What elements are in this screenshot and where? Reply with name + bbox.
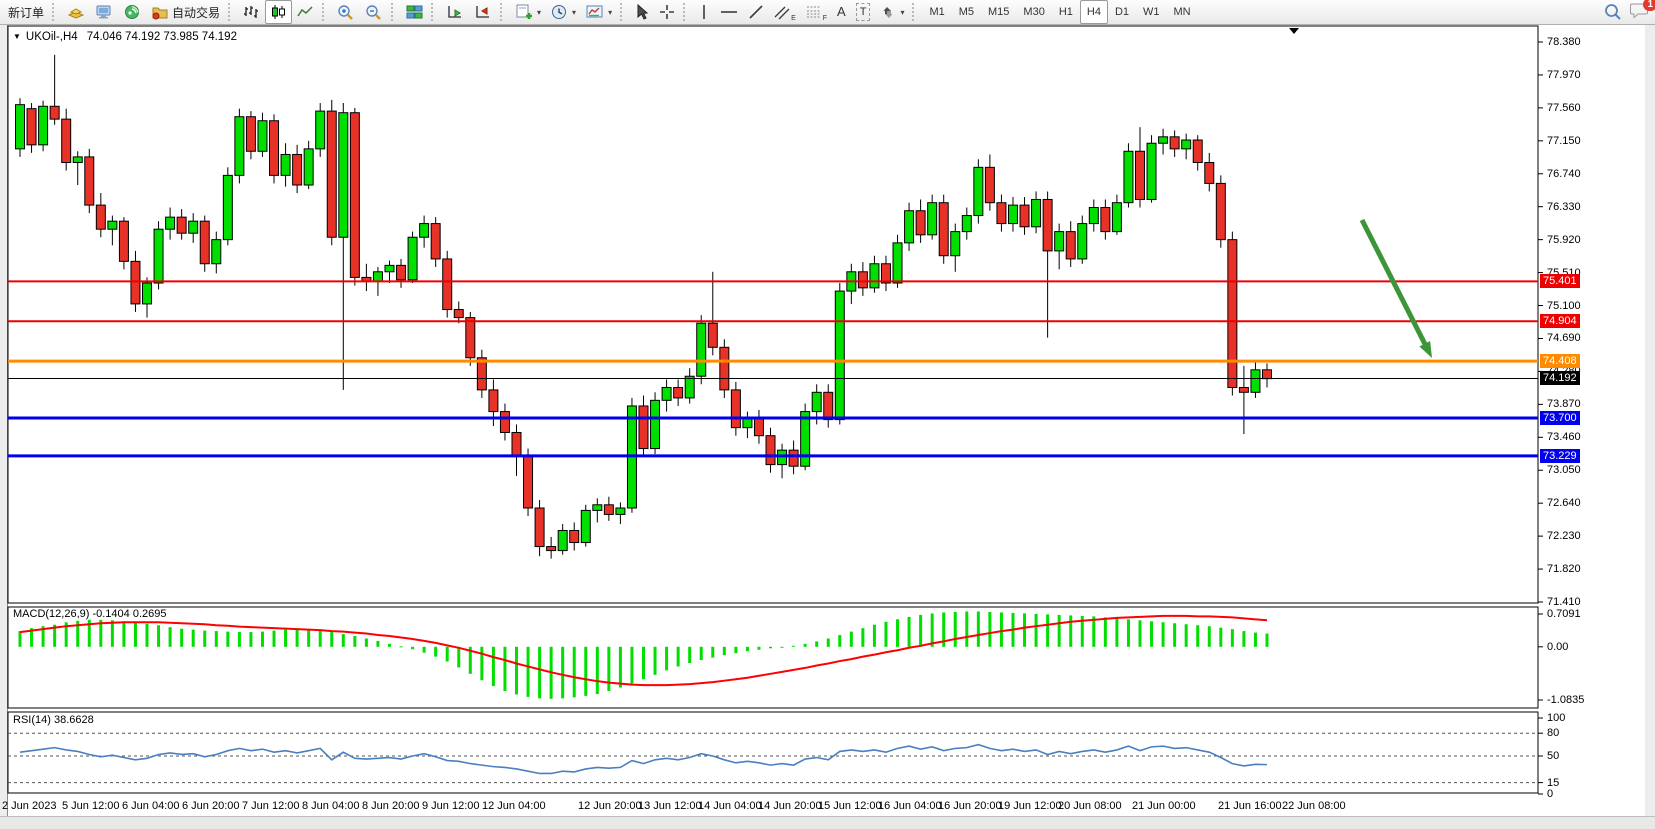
chart-shift-icon: [476, 6, 490, 18]
trendline-button[interactable]: [743, 0, 769, 24]
gold-bar-button[interactable]: [62, 0, 90, 24]
toolbar-grip: [228, 3, 235, 21]
line-chart-icon: [297, 6, 313, 17]
zoom-in-icon: [338, 4, 353, 20]
vertical-line-icon: [703, 5, 705, 19]
signal-button[interactable]: [118, 0, 146, 24]
chevron-down-icon: ▾: [900, 7, 905, 17]
zoom-in-button[interactable]: [332, 0, 360, 24]
toolbar-right-group: 1: [1604, 0, 1655, 22]
remote-terminal-button[interactable]: [90, 0, 118, 24]
fibonacci-button[interactable]: F: [801, 0, 832, 24]
periods-button[interactable]: ▾: [546, 0, 581, 24]
toolbar-grip: [322, 3, 329, 21]
chart-window[interactable]: [0, 24, 1655, 816]
timeframe-mn-button[interactable]: MN: [1173, 6, 1191, 18]
fibonacci-icon: [806, 6, 821, 18]
timeframe-m1-button[interactable]: M1: [929, 6, 945, 18]
candlestick-chart-button[interactable]: [265, 0, 293, 24]
tile-windows-icon: [406, 5, 423, 19]
window-left-frame: [0, 24, 8, 816]
clock-icon: [552, 4, 567, 19]
window-bottom-frame: [0, 816, 1655, 829]
notifications-button[interactable]: 1: [1630, 0, 1655, 22]
chevron-down-icon: ▾: [572, 7, 577, 17]
channel-subscript: E: [791, 15, 796, 22]
templates-button[interactable]: ▾: [581, 0, 617, 24]
chevron-down-icon: ▾: [537, 7, 542, 17]
auto-scroll-button[interactable]: [441, 0, 469, 24]
line-chart-button[interactable]: [292, 0, 319, 24]
channel-icon: [774, 6, 790, 20]
toolbar-grip: [620, 3, 627, 21]
toolbar-grip: [52, 3, 59, 21]
vertical-line-button[interactable]: [693, 0, 715, 24]
auto-scroll-icon: [448, 6, 462, 18]
text-label-button[interactable]: T: [851, 0, 876, 24]
window-right-frame: [1645, 24, 1655, 816]
chart-shift-button[interactable]: [469, 0, 497, 24]
horizontal-line-button[interactable]: [715, 0, 743, 24]
text-button[interactable]: A: [832, 0, 851, 24]
text-icon: A: [837, 4, 846, 19]
crosshair-button[interactable]: [654, 0, 680, 24]
search-icon[interactable]: [1604, 3, 1622, 21]
autotrading-icon: [152, 7, 168, 20]
toolbar-grip: [683, 3, 690, 21]
zoom-out-button[interactable]: [360, 0, 388, 24]
candlestick-icon: [272, 5, 286, 19]
timeframe-m5-button[interactable]: M5: [958, 6, 975, 18]
toolbar-grip: [391, 3, 398, 21]
template-icon: [586, 5, 603, 18]
toolbar-grip: [431, 3, 438, 21]
zoom-out-icon: [366, 4, 381, 20]
text-label-icon: T: [855, 3, 871, 21]
bar-chart-icon: [244, 6, 259, 18]
timeframe-m15-button[interactable]: M15: [988, 6, 1010, 18]
toolbar-grip: [500, 3, 507, 21]
autotrading-label: 自动交易: [172, 5, 221, 20]
arrows-button[interactable]: ▾: [875, 0, 909, 24]
new-chart-icon: [516, 4, 533, 19]
fibonacci-subscript: F: [822, 15, 828, 22]
toolbar: 新订单 自动交易: [0, 0, 1655, 25]
cursor-button[interactable]: [630, 0, 654, 24]
timeframe-h4-button[interactable]: H4: [1079, 0, 1108, 24]
chevron-down-icon: ▾: [608, 7, 613, 17]
cursor-icon: [637, 4, 649, 20]
toolbar-grip: [912, 3, 919, 21]
gold-bar-icon: [67, 8, 85, 19]
new-chart-button[interactable]: ▾: [510, 0, 546, 24]
new-order-label: 新订单: [8, 5, 45, 20]
bar-chart-button[interactable]: [238, 0, 265, 24]
notification-badge: 1: [1643, 0, 1655, 11]
trendline-icon: [749, 5, 763, 19]
equidistant-channel-button[interactable]: E: [769, 0, 801, 24]
timeframe-h1-button[interactable]: H1: [1058, 6, 1073, 18]
timeframe-m30-button[interactable]: M30: [1023, 6, 1045, 18]
timeframe-w1-button[interactable]: W1: [1143, 6, 1160, 18]
arrows-icon: [883, 7, 893, 18]
timeframe-group: M1 M5 M15 M30 H1 H4 D1 W1 MN: [922, 0, 1197, 24]
horizontal-line-icon: [721, 11, 738, 13]
tile-windows-button[interactable]: [401, 0, 428, 24]
new-order-button[interactable]: 新订单: [3, 0, 49, 24]
monitor-icon: [96, 5, 111, 19]
autotrading-button[interactable]: 自动交易: [146, 0, 225, 24]
signal-icon: [125, 5, 140, 19]
crosshair-icon: [660, 5, 675, 19]
timeframe-d1-button[interactable]: D1: [1114, 6, 1130, 18]
